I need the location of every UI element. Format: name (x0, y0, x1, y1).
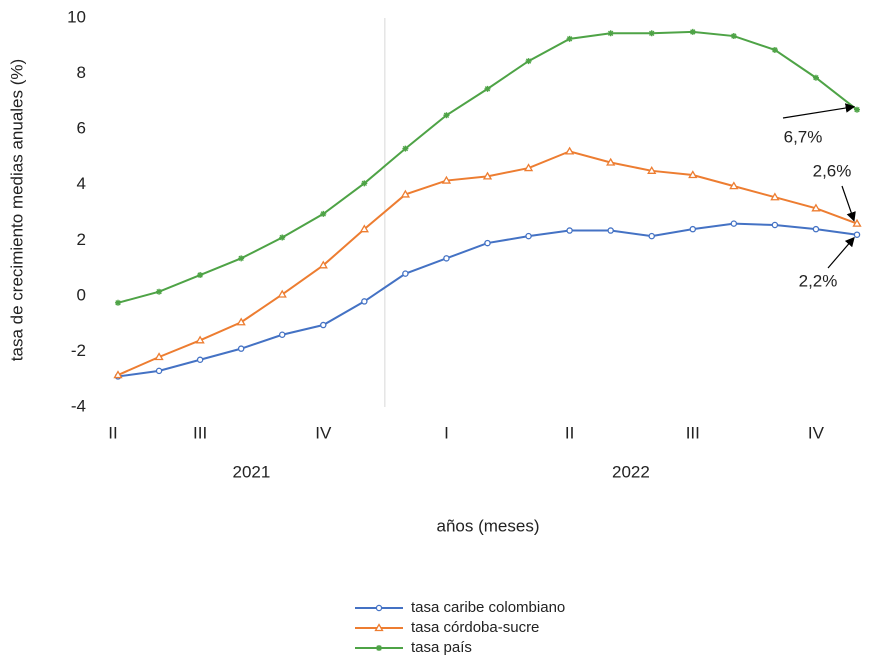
point (320, 210, 327, 217)
x-tick-label: IV (808, 423, 825, 442)
group-label: 2022 (612, 462, 650, 481)
point (361, 180, 368, 187)
point (648, 232, 655, 240)
point (852, 218, 862, 227)
x-tick-label: IV (315, 423, 332, 442)
point (523, 163, 534, 172)
point (154, 352, 164, 361)
point (484, 85, 491, 92)
x-tick-label: III (193, 423, 207, 442)
point (441, 175, 452, 184)
y-tick-label: 6 (77, 119, 86, 138)
point (607, 227, 614, 234)
point (278, 331, 286, 339)
series-line (117, 222, 858, 378)
series-line (117, 30, 858, 304)
y-tick-label: 4 (77, 174, 86, 193)
point (361, 298, 368, 305)
legend-marker (376, 645, 382, 651)
annotation: 2,6% (813, 161, 852, 180)
y-tick-label: 8 (77, 63, 86, 82)
legend-label: tasa país (411, 639, 472, 656)
point (853, 231, 861, 238)
point (812, 225, 820, 233)
point (566, 227, 573, 234)
point (237, 345, 245, 352)
point (811, 203, 821, 212)
point (771, 46, 778, 53)
point (482, 171, 493, 180)
point (564, 146, 575, 155)
point (195, 335, 205, 344)
y-tick-label: -4 (71, 396, 86, 415)
point (812, 74, 819, 81)
point (484, 239, 491, 247)
point (400, 189, 411, 198)
annotation-arrow (827, 236, 855, 269)
point (279, 234, 286, 241)
y-tick-label: 0 (77, 285, 86, 304)
point (197, 272, 204, 279)
point (359, 224, 369, 233)
point (113, 370, 123, 379)
point (238, 255, 245, 262)
x-tick-label: II (108, 423, 117, 442)
x-tick-label: II (565, 423, 574, 442)
point (770, 192, 780, 201)
y-tick-label: 10 (67, 7, 86, 26)
point (607, 30, 614, 37)
point (854, 106, 860, 113)
annotation: 2,2% (799, 271, 838, 290)
point (525, 58, 532, 65)
legend-label: tasa caribe colombiano (411, 599, 565, 616)
point (730, 33, 737, 40)
point (771, 221, 779, 229)
legend-label: tasa córdoba-sucre (411, 619, 539, 636)
annotation-arrow (841, 185, 856, 222)
point (277, 289, 287, 298)
point (566, 35, 573, 42)
point (402, 270, 409, 277)
x-tick-label: III (686, 423, 700, 442)
y-tick-label: -2 (71, 341, 86, 360)
group-label: 2021 (233, 462, 271, 481)
point (320, 321, 327, 329)
point (525, 232, 532, 240)
point (689, 225, 697, 233)
point (689, 28, 696, 35)
annotation-arrow (782, 103, 856, 119)
point (443, 112, 450, 119)
point (402, 145, 409, 152)
point (443, 255, 450, 262)
x-tick-label: I (444, 423, 449, 442)
point (647, 166, 657, 174)
point (730, 220, 738, 227)
point (156, 288, 163, 295)
annotation: 6,7% (784, 127, 823, 146)
point (196, 356, 204, 364)
point (318, 260, 328, 269)
point (729, 181, 739, 190)
point (606, 157, 616, 166)
y-tick-label: 2 (77, 230, 86, 249)
point (648, 30, 655, 37)
point (688, 170, 698, 179)
legend-marker (374, 623, 384, 632)
legend-marker (375, 604, 383, 612)
point (236, 317, 246, 326)
point (115, 299, 121, 306)
x-axis-title: años (meses) (437, 516, 540, 535)
point (155, 367, 163, 375)
y-axis-title: tasa de crecimiento medias anuales (%) (7, 59, 26, 361)
